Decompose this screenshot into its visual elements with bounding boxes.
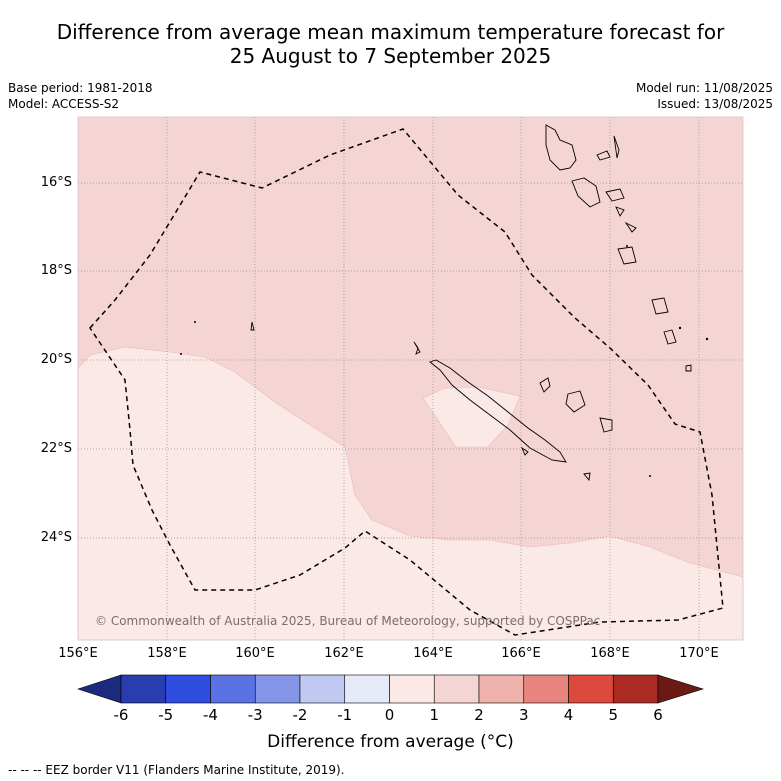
lat-label-16s: 16°S <box>40 175 72 190</box>
island-aneityum <box>685 364 692 372</box>
islet-2 <box>180 353 182 355</box>
islet-3 <box>705 337 709 341</box>
island-pentecost-north <box>613 135 620 159</box>
colorbar-swatch <box>254 674 301 704</box>
colorbar-tick-label: -3 <box>247 706 263 724</box>
colorbar-swatch <box>120 674 167 704</box>
colorbar-swatch <box>389 674 435 704</box>
colorbar-swatch <box>344 674 390 704</box>
base-period: Base period: 1981-2018 <box>8 81 153 95</box>
lon-label-158e: 158°E <box>147 646 187 661</box>
map-title-line-2: 25 August to 7 September 2025 <box>229 44 552 68</box>
islet-5 <box>649 475 651 477</box>
island-pins <box>520 446 529 456</box>
lon-label-164e: 164°E <box>413 646 453 661</box>
colorbar-tick-label: 6 <box>653 706 663 724</box>
island-lifou <box>565 390 586 413</box>
island-efate <box>617 246 637 265</box>
island-grande-terre <box>429 359 567 463</box>
colorbar-swatch <box>433 674 480 704</box>
lon-label-156e: 156°E <box>58 646 98 661</box>
colorbar-swatch <box>568 674 614 704</box>
islet-chesterfield <box>250 321 255 331</box>
colorbar-tick-label: 3 <box>518 706 529 724</box>
colorbar-tick-label: 2 <box>474 706 484 724</box>
colorbar-arrow-high <box>657 674 705 704</box>
gridlines <box>78 117 743 640</box>
colorbar-tick-label: -4 <box>203 706 218 724</box>
colorbar-tick-label: -2 <box>292 706 308 724</box>
island-erromango <box>651 297 669 315</box>
colorbar-swatch <box>478 674 525 704</box>
small-islets <box>180 245 709 477</box>
issued-date: Issued: 13/08/2025 <box>657 97 773 111</box>
colorbar-tick-label: 5 <box>608 706 619 724</box>
island-shepherd <box>624 221 637 233</box>
eez-border <box>89 128 724 636</box>
island-mare <box>599 417 613 433</box>
colorbar-title: Difference from average (°C) <box>267 732 514 752</box>
colorbar-swatch <box>210 674 256 704</box>
island-ouvea <box>539 377 551 393</box>
islet-6 <box>626 245 628 247</box>
lat-label-24s: 24°S <box>40 530 72 545</box>
colorbar-swatch <box>612 674 659 704</box>
islet-4 <box>678 326 682 330</box>
island-espiritu-santo <box>545 124 577 171</box>
colorbar <box>77 674 705 704</box>
island-tanna <box>663 329 677 345</box>
coastlines <box>250 124 692 482</box>
lon-label-170e: 170°E <box>679 646 719 661</box>
model-run: Model run: 11/08/2025 <box>635 81 773 95</box>
island-belep <box>413 341 421 355</box>
lat-label-22s: 22°S <box>40 441 72 456</box>
colorbar-swatch <box>523 674 569 704</box>
lon-label-166e: 166°E <box>501 646 541 661</box>
lon-label-160e: 160°E <box>235 646 275 661</box>
map-title-line-1: Difference from average mean maximum tem… <box>56 20 725 44</box>
band-0-to-1 <box>77 346 744 641</box>
colorbar-swatch <box>299 674 346 704</box>
colorbar-tick-label: -6 <box>113 706 129 724</box>
island-maewo <box>596 150 611 161</box>
island-epi <box>615 206 625 217</box>
eez-footnote: -- -- -- EEZ border V11 (Flanders Marine… <box>8 763 345 777</box>
colorbar-tick-label: 1 <box>429 706 440 724</box>
lon-label-168e: 168°E <box>590 646 630 661</box>
island-malakula <box>571 177 601 208</box>
colorbar-tick-label: -1 <box>337 706 353 724</box>
colorbar-tick-label: 4 <box>563 706 574 724</box>
colorbar-tick-label: -5 <box>158 706 174 724</box>
islet-1 <box>194 321 196 323</box>
model-name: Model: ACCESS-S2 <box>8 97 120 111</box>
lon-label-162e: 162°E <box>324 646 364 661</box>
island-walpole <box>583 472 591 482</box>
lat-label-18s: 18°S <box>40 263 72 278</box>
copyright-notice: © Commonwealth of Australia 2025, Bureau… <box>95 614 601 628</box>
map-frame <box>77 116 744 641</box>
colorbar-swatch <box>165 674 211 704</box>
island-ambrym <box>605 188 625 202</box>
colorbar-tick-label: 0 <box>384 706 395 724</box>
colorbar-arrow-low <box>77 674 122 704</box>
lat-label-20s: 20°S <box>40 352 72 367</box>
